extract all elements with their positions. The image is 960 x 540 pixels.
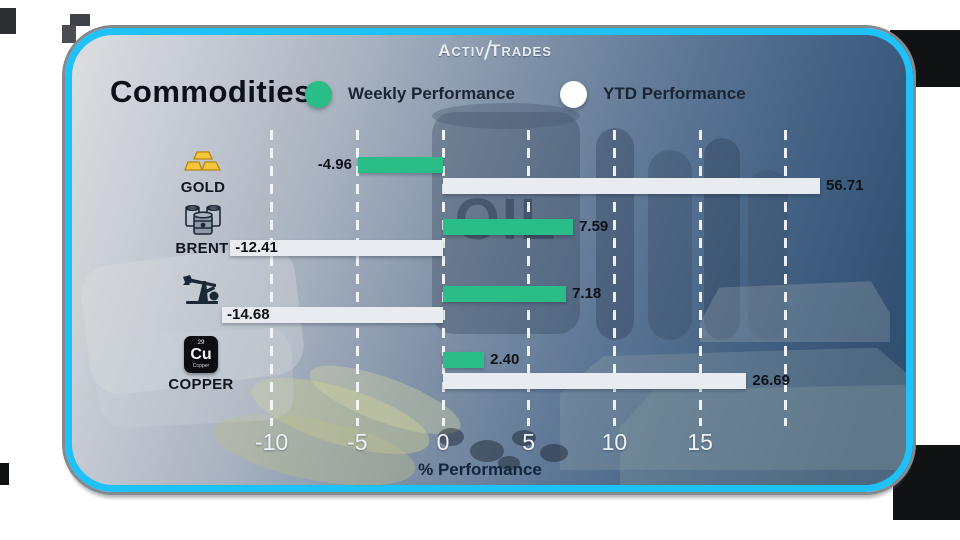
copper-name: Copper <box>192 362 210 369</box>
gridline <box>612 130 616 426</box>
gridline <box>270 130 274 426</box>
copper-symbol: Cu <box>190 345 212 363</box>
screen-artifact <box>0 8 16 34</box>
x-tick-label: 10 <box>601 429 628 455</box>
bar-value-label: 7.59 <box>579 218 609 235</box>
logo-text: T <box>490 41 502 60</box>
ingot-art <box>620 384 906 485</box>
coal-art <box>470 440 504 462</box>
x-tick-label: 5 <box>522 429 536 455</box>
gridline <box>355 130 359 426</box>
logo-text: CTIV <box>451 44 485 59</box>
bar-value-label: -14.68 <box>227 306 270 323</box>
gridline <box>784 130 788 426</box>
row2-weekly-bar <box>443 286 567 302</box>
screen-artifact <box>62 25 76 43</box>
gold-bars-icon <box>184 150 222 178</box>
logo-text: A <box>438 41 452 60</box>
row2-ytd-bar <box>222 307 443 323</box>
bar-value-label: 56.71 <box>826 177 864 194</box>
screen-artifact <box>70 14 90 26</box>
coal-art <box>498 456 520 470</box>
brent-ytd-bar <box>230 240 443 256</box>
oil-pumpjack-icon <box>180 272 222 311</box>
coal-art <box>512 430 536 446</box>
oil-barrels-icon <box>184 202 222 241</box>
bar-value-label: -12.41 <box>235 239 278 256</box>
legend-label: Weekly Performance <box>348 84 515 103</box>
copper-element-icon: 29 Cu Copper <box>184 336 218 373</box>
bar-value-label: -4.96 <box>317 156 352 173</box>
activtrades-logo: ACTIV TRADES <box>395 40 595 61</box>
commodity-label-gold: GOLD <box>180 179 226 196</box>
x-tick-label: -10 <box>254 429 289 455</box>
bar-value-label: 2.40 <box>490 351 520 368</box>
gold-weekly-bar <box>357 157 443 173</box>
ingot-art <box>560 347 906 470</box>
gridline <box>441 130 445 426</box>
commodity-label-brent: BRENT <box>175 240 229 257</box>
gold-ytd-bar <box>443 178 820 194</box>
ingot-art <box>700 281 890 342</box>
coal-art <box>540 444 568 462</box>
ytd-legend-dot-icon <box>560 80 587 108</box>
legend-item-weekly: Weekly Performance <box>305 80 515 108</box>
bar-value-label: 26.69 <box>752 372 790 389</box>
gridline <box>527 130 531 426</box>
copper-weekly-bar <box>443 352 485 368</box>
screen-artifact <box>0 463 9 485</box>
gridline <box>698 130 702 426</box>
copper-ytd-bar <box>443 373 747 389</box>
brent-weekly-bar <box>443 219 574 235</box>
page-title: Commodities <box>110 74 312 109</box>
pipe-art <box>748 170 788 340</box>
oil-drum-art <box>432 103 580 129</box>
logo-text: RADES <box>501 44 552 59</box>
weekly-legend-dot-icon <box>305 80 332 108</box>
legend-item-ytd: YTD Performance <box>560 80 746 108</box>
pipe-art <box>704 138 740 340</box>
commodity-label-copper: COPPER <box>168 376 234 393</box>
coal-art <box>438 428 464 446</box>
x-tick-label: -5 <box>347 429 368 455</box>
bar-value-label: 7.18 <box>572 285 602 302</box>
copper-atomic-number: 29 <box>197 339 205 346</box>
legend-label: YTD Performance <box>603 84 746 103</box>
x-tick-label: 0 <box>436 429 450 455</box>
x-axis-label: % Performance <box>418 460 542 479</box>
x-tick-label: 15 <box>687 429 713 455</box>
